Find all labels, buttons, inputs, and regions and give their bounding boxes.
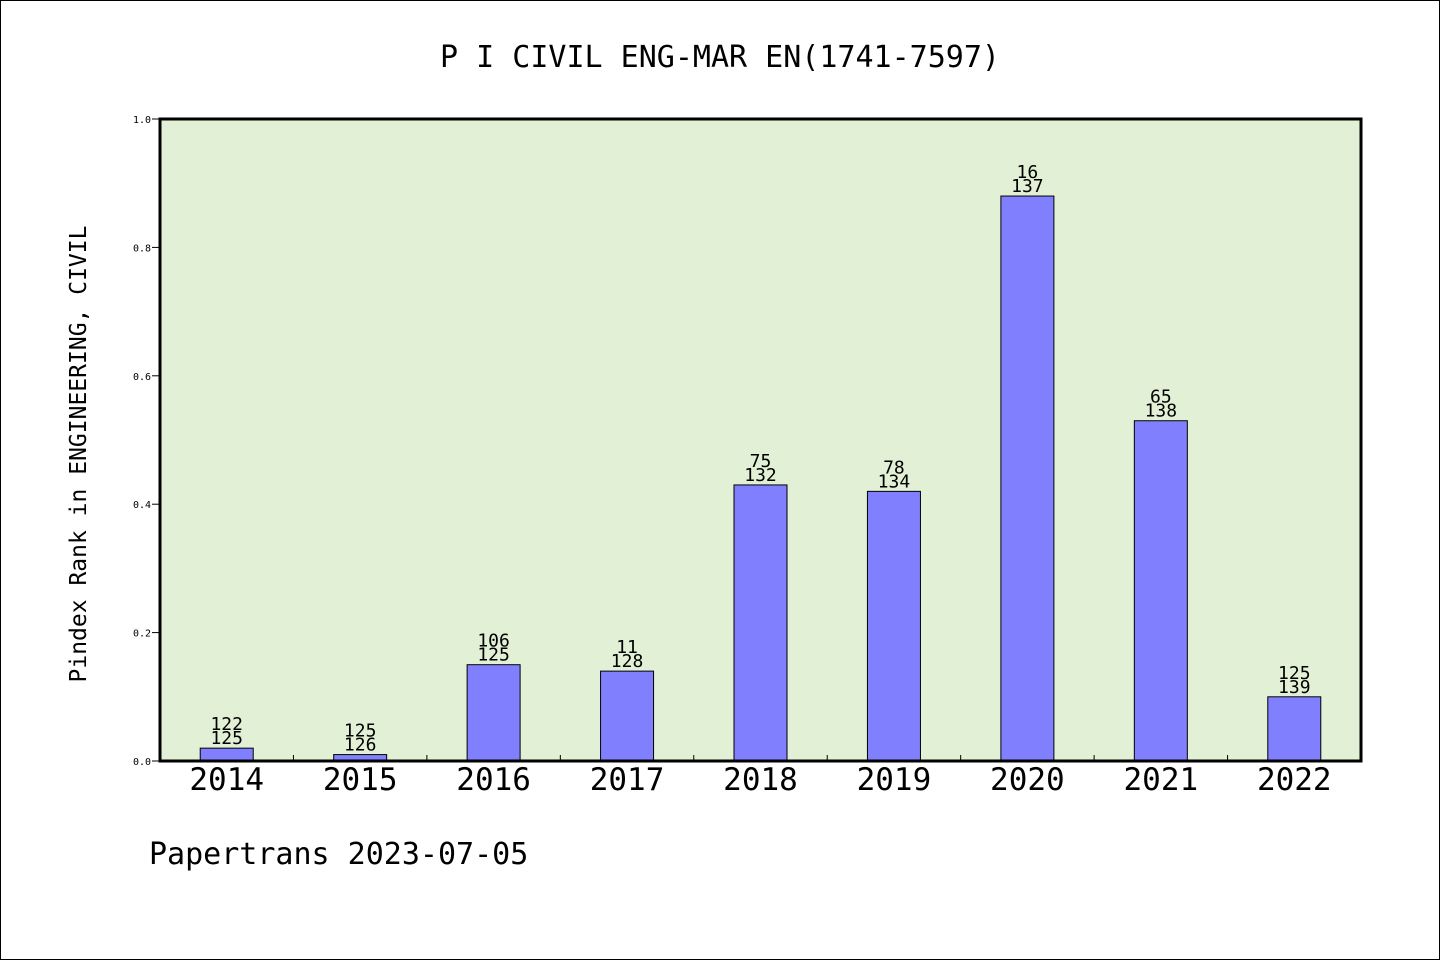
- bar-label-bottom-2022: 139: [1278, 677, 1311, 698]
- y-tick-label: 0.0: [133, 757, 151, 768]
- footer-text: Papertrans 2023-07-05: [149, 837, 528, 872]
- x-tick-label-2021: 2021: [1124, 762, 1199, 798]
- chart-title: P I CIVIL ENG-MAR EN(1741-7597): [440, 40, 1000, 75]
- y-tick-label: 1.0: [133, 115, 151, 126]
- bar-label-bottom-2014: 125: [210, 728, 243, 749]
- x-tick-label-2014: 2014: [189, 762, 264, 798]
- x-tick-label-2018: 2018: [723, 762, 798, 798]
- bar-label-bottom-2020: 137: [1011, 176, 1044, 197]
- y-tick-label: 0.2: [133, 629, 151, 640]
- bars-group: [199, 195, 1322, 762]
- bar-2020: [1000, 195, 1055, 762]
- bar-label-top-2014: 122: [210, 714, 243, 735]
- bar-2014: [199, 747, 254, 762]
- bar-2017: [600, 670, 655, 762]
- x-tick-label-2020: 2020: [990, 762, 1065, 798]
- bar-label-top-2016: 106: [477, 631, 510, 652]
- bar-label-top-2020: 16: [1017, 162, 1039, 183]
- y-axis-ticks: 0.0 0.2 0.4 0.6 0.8 1.0: [133, 115, 160, 768]
- bar-label-bottom-2015: 126: [344, 735, 377, 756]
- bar-label-top-2015: 125: [344, 721, 377, 742]
- x-tick-label-2017: 2017: [590, 762, 665, 798]
- bar-label-top-2019: 78: [883, 457, 905, 478]
- bar-label-bottom-2016: 125: [477, 645, 510, 666]
- bar-label-bottom-2018: 132: [744, 465, 777, 486]
- bar-label-bottom-2019: 134: [878, 471, 911, 492]
- bar-label-top-2017: 11: [616, 637, 638, 658]
- bar-2019: [866, 490, 921, 762]
- bar-label-top-2018: 75: [750, 451, 772, 472]
- bar-label-top-2022: 125: [1278, 663, 1311, 684]
- bar-label-bottom-2017: 128: [611, 651, 644, 672]
- x-tick-label-2015: 2015: [323, 762, 398, 798]
- bar-2018: [733, 484, 788, 762]
- x-tick-label-2016: 2016: [456, 762, 531, 798]
- bar-2022: [1267, 696, 1322, 762]
- bar-2016: [466, 664, 521, 762]
- x-tick-label-2019: 2019: [857, 762, 932, 798]
- bar-label-top-2021: 65: [1150, 387, 1172, 408]
- bar-2021: [1133, 420, 1188, 762]
- y-tick-label: 0.8: [133, 243, 151, 254]
- y-tick-label: 0.6: [133, 372, 151, 383]
- y-tick-label: 0.4: [133, 500, 151, 511]
- plot-frame: [158, 117, 1363, 763]
- y-axis-label: Pindex Rank in ENGINEERING, CIVIL: [66, 226, 92, 683]
- x-axis-ticks: 2014 2015 2016 2017 2018 2019 2020 2021 2022: [189, 755, 1332, 798]
- x-tick-label-2022: 2022: [1257, 762, 1332, 798]
- bar-label-bottom-2021: 138: [1145, 401, 1178, 422]
